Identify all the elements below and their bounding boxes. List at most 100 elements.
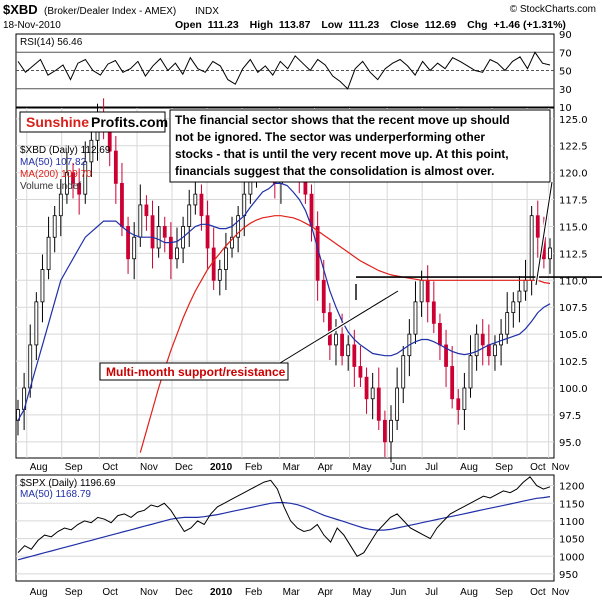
spx-tick-label: 1150 bbox=[559, 499, 584, 510]
rsi-line bbox=[17, 51, 551, 90]
candle-body bbox=[358, 366, 363, 378]
spx-tick-label: 950 bbox=[559, 570, 578, 581]
comment-line: stocks - that is until the very recent m… bbox=[175, 147, 509, 161]
x-tick-label: Nov bbox=[140, 587, 158, 598]
candle-body bbox=[370, 387, 375, 400]
candle-body bbox=[156, 226, 161, 249]
x-tick-label: Mar bbox=[283, 462, 301, 473]
price-legend: $XBD (Daily) 112.69 MA(50) 107.82 MA(200… bbox=[20, 145, 111, 192]
candle-body bbox=[327, 312, 332, 346]
low-value: 111.23 bbox=[348, 19, 379, 31]
candle-body bbox=[376, 387, 381, 421]
candle-body bbox=[120, 182, 124, 227]
x-tick-label: Sep bbox=[495, 462, 513, 473]
rsi-panel: RSI(14) 56.46 90 70 50 30 10 bbox=[15, 30, 572, 114]
rsi-tick-label: 50 bbox=[559, 67, 572, 78]
candle-body bbox=[89, 139, 94, 163]
rsi-tick-label: 10 bbox=[559, 103, 572, 114]
x-tick-label: May bbox=[353, 587, 372, 598]
candle-body bbox=[16, 409, 20, 421]
x-tick-label: Feb bbox=[245, 587, 263, 598]
x-tick-label: Nov bbox=[140, 462, 158, 473]
candle-body bbox=[309, 193, 314, 227]
comment-box bbox=[169, 109, 551, 183]
candle-body bbox=[144, 204, 149, 217]
candle-body bbox=[236, 215, 241, 238]
support-label: Multi-month support/resistance bbox=[106, 365, 286, 379]
candle-body bbox=[34, 301, 39, 346]
open-label: Open bbox=[175, 19, 202, 31]
price-tick-label: 117.5 bbox=[559, 196, 588, 207]
spx-legend-ma: MA(50) 1168.79 bbox=[20, 489, 91, 500]
chart-title: (Broker/Dealer Index - AMEX) bbox=[44, 6, 176, 17]
candle-body bbox=[395, 387, 400, 421]
price-tick-label: 120.0 bbox=[559, 169, 588, 180]
x-tick-label: Oct bbox=[102, 462, 118, 473]
x-tick-label: Dec bbox=[175, 462, 193, 473]
candle-body bbox=[168, 236, 173, 260]
x-tick-label: Sep bbox=[65, 462, 83, 473]
low-label: Low bbox=[321, 19, 343, 31]
candle-body bbox=[132, 236, 137, 260]
brand-logo: Sunshine Profits.com bbox=[26, 114, 168, 130]
spx-panel: 1200 1150 1100 1050 1000 950 $SPX (Daily) 119… bbox=[15, 474, 584, 582]
rsi-frame bbox=[15, 33, 555, 108]
price-tick-label: 107.5 bbox=[559, 303, 588, 314]
x-tick-label: Nov bbox=[552, 587, 570, 598]
brand-part-profits: Profits.com bbox=[91, 114, 168, 130]
candle-body bbox=[480, 333, 485, 346]
spx-tick-label: 1200 bbox=[559, 482, 584, 493]
x-tick-label: Nov bbox=[552, 462, 570, 473]
high-value: 113.87 bbox=[279, 19, 311, 31]
x-tick-label: Aug bbox=[460, 462, 478, 473]
candle-body bbox=[517, 290, 522, 303]
candle-body bbox=[511, 301, 516, 314]
candle-body bbox=[535, 215, 540, 238]
price-x-axis: Aug Sep Oct Nov Dec 2010 Feb Mar Apr May Jun Jul Aug… bbox=[30, 462, 570, 473]
watermark: © StockCharts.com bbox=[510, 4, 596, 15]
price-tick-label: 112.5 bbox=[559, 249, 588, 260]
candle-body bbox=[138, 204, 143, 238]
x-tick-label: Aug bbox=[30, 462, 48, 473]
x-tick-label: Jul bbox=[425, 462, 438, 473]
chg-value: +1.46 (+1.31%) bbox=[494, 19, 566, 31]
candle-body bbox=[150, 215, 155, 249]
ma50-line bbox=[17, 182, 551, 421]
candle-body bbox=[46, 236, 51, 270]
candle-body bbox=[162, 226, 167, 238]
spx-legend: $SPX (Daily) 1196.69 bbox=[20, 478, 116, 489]
close-value: 112.69 bbox=[425, 19, 457, 31]
chart-date: 18-Nov-2010 bbox=[3, 20, 61, 31]
candle-body bbox=[493, 344, 497, 357]
candle-body bbox=[401, 355, 406, 389]
candle-body bbox=[462, 387, 467, 410]
candle-body bbox=[425, 279, 430, 303]
brand-badge bbox=[19, 111, 166, 133]
spx-x-axis: Aug Sep Oct Nov Dec 2010 Feb Mar Apr May Jun Jul Aug… bbox=[30, 587, 570, 598]
x-tick-label: Feb bbox=[245, 462, 263, 473]
candle-body bbox=[382, 419, 387, 443]
candle-body bbox=[431, 301, 436, 324]
candle-body bbox=[334, 333, 338, 346]
ma200-line bbox=[139, 215, 551, 453]
x-tick-label: Sep bbox=[495, 587, 513, 598]
candle-body bbox=[548, 247, 552, 260]
chart-exchange: INDX bbox=[195, 6, 219, 17]
legend-ma200: MA(200) 109.70 bbox=[20, 169, 92, 180]
spx-tick-label: 1000 bbox=[559, 552, 584, 563]
spx-frame bbox=[15, 474, 555, 582]
spx-line bbox=[17, 476, 551, 557]
price-tick-label: 115.0 bbox=[559, 222, 588, 233]
candle-body bbox=[364, 376, 369, 400]
candle-body bbox=[83, 161, 88, 195]
candle-body bbox=[205, 215, 210, 249]
candle-body bbox=[242, 193, 247, 217]
x-tick-label: Jun bbox=[390, 587, 406, 598]
x-tick-label: 2010 bbox=[210, 462, 233, 473]
candle-body bbox=[450, 366, 455, 400]
x-tick-label: May bbox=[353, 462, 372, 473]
spx-tick-label: 1050 bbox=[559, 535, 584, 546]
candle-body bbox=[52, 215, 57, 238]
x-tick-label: Dec bbox=[175, 587, 193, 598]
comment-line: not be ignored. The sector was underperf… bbox=[175, 130, 485, 144]
